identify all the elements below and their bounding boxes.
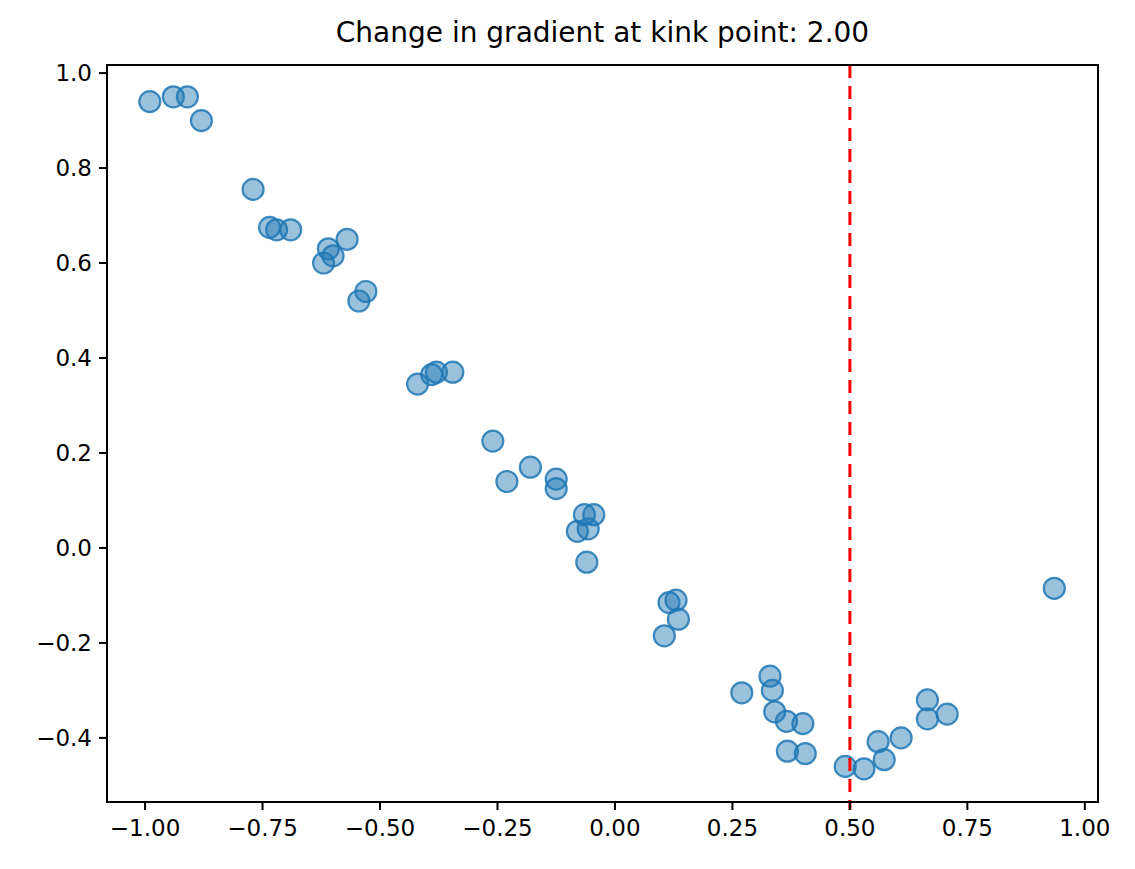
scatter-point: [442, 362, 463, 383]
scatter-point: [355, 281, 376, 302]
x-tick-label: −0.25: [462, 815, 532, 841]
scatter-point: [1044, 578, 1065, 599]
scatter-point: [762, 680, 783, 701]
scatter-point: [668, 609, 689, 630]
x-tick-label: 0.75: [942, 815, 993, 841]
scatter-point: [191, 110, 212, 131]
scatter-plot-canvas: −1.00−0.75−0.50−0.250.000.250.500.751.00…: [0, 0, 1135, 869]
scatter-point: [583, 504, 604, 525]
x-tick-label: 1.00: [1059, 815, 1110, 841]
scatter-point: [854, 758, 875, 779]
x-tick-label: 0.00: [589, 815, 640, 841]
scatter-point: [482, 431, 503, 452]
scatter-point: [795, 743, 816, 764]
scatter-point: [792, 713, 813, 734]
y-tick-label: −0.2: [36, 630, 92, 656]
y-tick-label: 0.4: [55, 345, 92, 371]
matplotlib-figure: Change in gradient at kink point: 2.00 −…: [0, 0, 1135, 869]
x-tick-label: 0.25: [707, 815, 758, 841]
scatter-point: [337, 229, 358, 250]
scatter-point: [139, 91, 160, 112]
scatter-point: [666, 590, 687, 611]
scatter-point: [520, 457, 541, 478]
x-tick-label: 0.50: [824, 815, 875, 841]
y-tick-label: 0.8: [55, 155, 92, 181]
scatter-point: [891, 727, 912, 748]
scatter-point: [917, 708, 938, 729]
scatter-point: [917, 689, 938, 710]
scatter-point: [576, 552, 597, 573]
y-tick-label: 1.0: [55, 60, 92, 86]
scatter-point: [496, 471, 517, 492]
scatter-point: [243, 179, 264, 200]
axes-frame: [107, 65, 1098, 802]
x-tick-label: −0.50: [345, 815, 415, 841]
x-tick-label: −1.00: [110, 815, 180, 841]
y-tick-label: 0.2: [55, 440, 92, 466]
scatter-point: [177, 86, 198, 107]
scatter-point: [280, 219, 301, 240]
x-tick-label: −0.75: [227, 815, 297, 841]
scatter-point: [874, 749, 895, 770]
scatter-point: [835, 756, 856, 777]
y-tick-label: 0.6: [55, 250, 92, 276]
y-tick-label: −0.4: [36, 725, 92, 751]
scatter-point: [731, 682, 752, 703]
y-tick-label: 0.0: [55, 535, 92, 561]
scatter-point: [546, 478, 567, 499]
scatter-point: [937, 704, 958, 725]
